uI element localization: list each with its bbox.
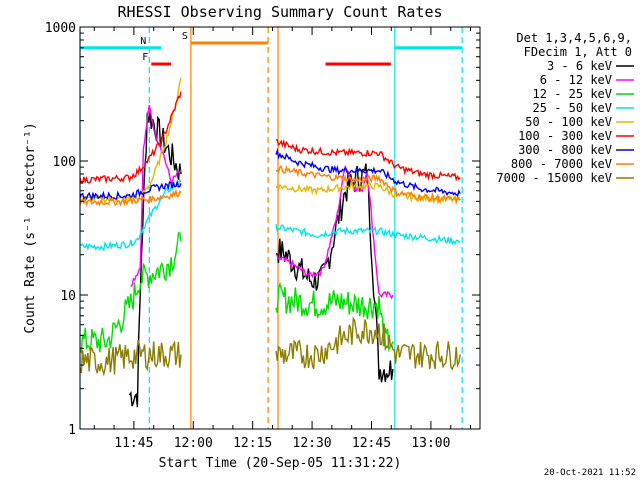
series-line [80, 340, 182, 377]
legend-entry-12-25-kev: 12 - 25 keV [533, 87, 612, 101]
series-25-50-kev [80, 177, 461, 252]
legend-entry-3-6-kev: 3 - 6 keV [547, 59, 612, 73]
vertical-markers [80, 27, 463, 429]
series-300-800-kev [80, 147, 461, 202]
legend-entry-6-12-kev: 6 - 12 keV [540, 73, 612, 87]
series-12-25-kev [80, 232, 394, 355]
series-7000-15000-kev [80, 316, 461, 377]
series-line [275, 224, 461, 246]
legend-entry-100-300-kev: 100 - 300 keV [518, 129, 612, 143]
series-6-12-kev [130, 104, 394, 300]
x-tick-label: 11:45 [114, 436, 153, 451]
legend-entry-300-800-kev: 300 - 800 keV [518, 143, 612, 157]
state-bars: NF S [80, 31, 463, 66]
series-line [275, 316, 461, 371]
chart-title: RHESSI Observing Summary Count Rates [117, 3, 442, 21]
series-group [80, 77, 461, 408]
x-tick-label: 12:00 [174, 436, 213, 451]
x-axis: 11:45 12:00 12:15 12:30 12:45 13:00 [93, 27, 471, 451]
timestamp-footer: 20-Oct-2021 11:52 [544, 468, 636, 478]
y-tick-label: 100 [53, 155, 76, 170]
series-line [275, 281, 394, 352]
series-line [275, 147, 461, 197]
state-bar-label: F [142, 52, 148, 63]
series-line [130, 104, 182, 288]
series-800-7000-kev [80, 164, 461, 208]
series-line [275, 164, 394, 300]
series-line [80, 177, 182, 252]
y-tick-label: 1000 [45, 21, 76, 36]
series-line [80, 188, 182, 208]
legend-entry-25-50-kev: 25 - 50 keV [533, 101, 612, 115]
x-tick-label: 12:45 [352, 436, 391, 451]
state-bar-label: N [140, 36, 146, 47]
series-line [80, 91, 182, 185]
series-line [275, 163, 394, 383]
y-tick-label: 10 [60, 289, 76, 304]
series-line [275, 164, 461, 206]
series-100-300-kev [80, 91, 461, 185]
plot-frame [79, 26, 481, 430]
x-tick-label: 13:00 [411, 436, 450, 451]
legend: Det 1,3,4,5,6,9,FDecim 1, Att 03 - 6 keV… [496, 31, 634, 185]
y-axis: 1 10 100 1000 [45, 21, 480, 438]
legend-entry-800-7000-kev: 800 - 7000 keV [511, 157, 612, 171]
series-50-100-kev [80, 77, 461, 205]
x-tick-label: 12:30 [293, 436, 332, 451]
y-axis-label: Count Rate (s⁻¹ detector⁻¹) [23, 122, 38, 333]
legend-header: FDecim 1, Att 0 [524, 45, 632, 59]
x-axis-label: Start Time (20-Sep-05 11:31:22) [159, 456, 402, 471]
series-line [275, 138, 461, 182]
series-line [80, 232, 182, 355]
x-tick-label: 12:15 [233, 436, 272, 451]
y-tick-label: 1 [68, 423, 76, 438]
state-bar-label: S [182, 31, 188, 42]
legend-header: Det 1,3,4,5,6,9, [516, 31, 632, 45]
legend-entry-7000-15000-kev: 7000 - 15000 keV [496, 171, 612, 185]
legend-entry-50-100-kev: 50 - 100 keV [525, 115, 612, 129]
